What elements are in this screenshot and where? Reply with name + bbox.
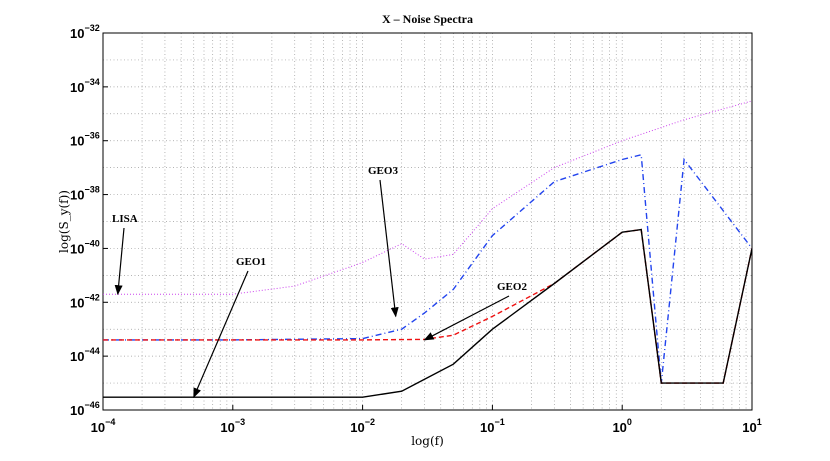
y-tick-label: 10−44: [70, 346, 100, 364]
y-tick-label: 10−32: [70, 23, 100, 41]
x-tick-label: 10−2: [350, 417, 375, 435]
y-axis-label: log(S_y(f)): [57, 190, 71, 253]
plot-frame: [102, 32, 753, 411]
annotation-arrow: [114, 227, 125, 296]
series: [103, 100, 752, 398]
chart-title: X – Noise Spectra: [382, 12, 473, 26]
x-tick-label: 10−4: [91, 417, 116, 435]
x-tick-label: 101: [742, 417, 761, 435]
x-tick-label: 10−1: [480, 417, 505, 435]
series-lisa: [103, 100, 752, 295]
annotations: LISA GEO3 GEO1 GEO2: [112, 165, 527, 399]
y-tick-label: 10−42: [70, 292, 100, 310]
y-tick-label: 10−38: [70, 185, 100, 203]
y-tick-label: 10−36: [70, 131, 100, 149]
x-axis-label: log(f): [411, 434, 444, 448]
x-tick-label: 10−3: [220, 417, 245, 435]
ticks: 10−4 10−3 10−2 10−1 100 101 10−32 10−34 10−36 10−…: [70, 23, 762, 435]
grid: [103, 33, 752, 410]
annotation-arrow: [193, 270, 249, 399]
annotation-geo2: GEO2: [497, 281, 527, 293]
y-tick-label: 10−34: [70, 77, 100, 95]
annotation-geo3: GEO3: [368, 165, 398, 177]
x-tick-label: 100: [612, 417, 631, 435]
annotation-arrow: [379, 179, 399, 318]
annotation-geo1: GEO1: [236, 256, 266, 268]
series-geo1: [103, 228, 752, 398]
y-tick-label: 10−46: [70, 400, 100, 418]
annotation-lisa: LISA: [112, 213, 138, 225]
series-geo3: [103, 153, 752, 384]
y-tick-label: 10−40: [70, 238, 100, 256]
annotation-arrow: [423, 295, 510, 341]
